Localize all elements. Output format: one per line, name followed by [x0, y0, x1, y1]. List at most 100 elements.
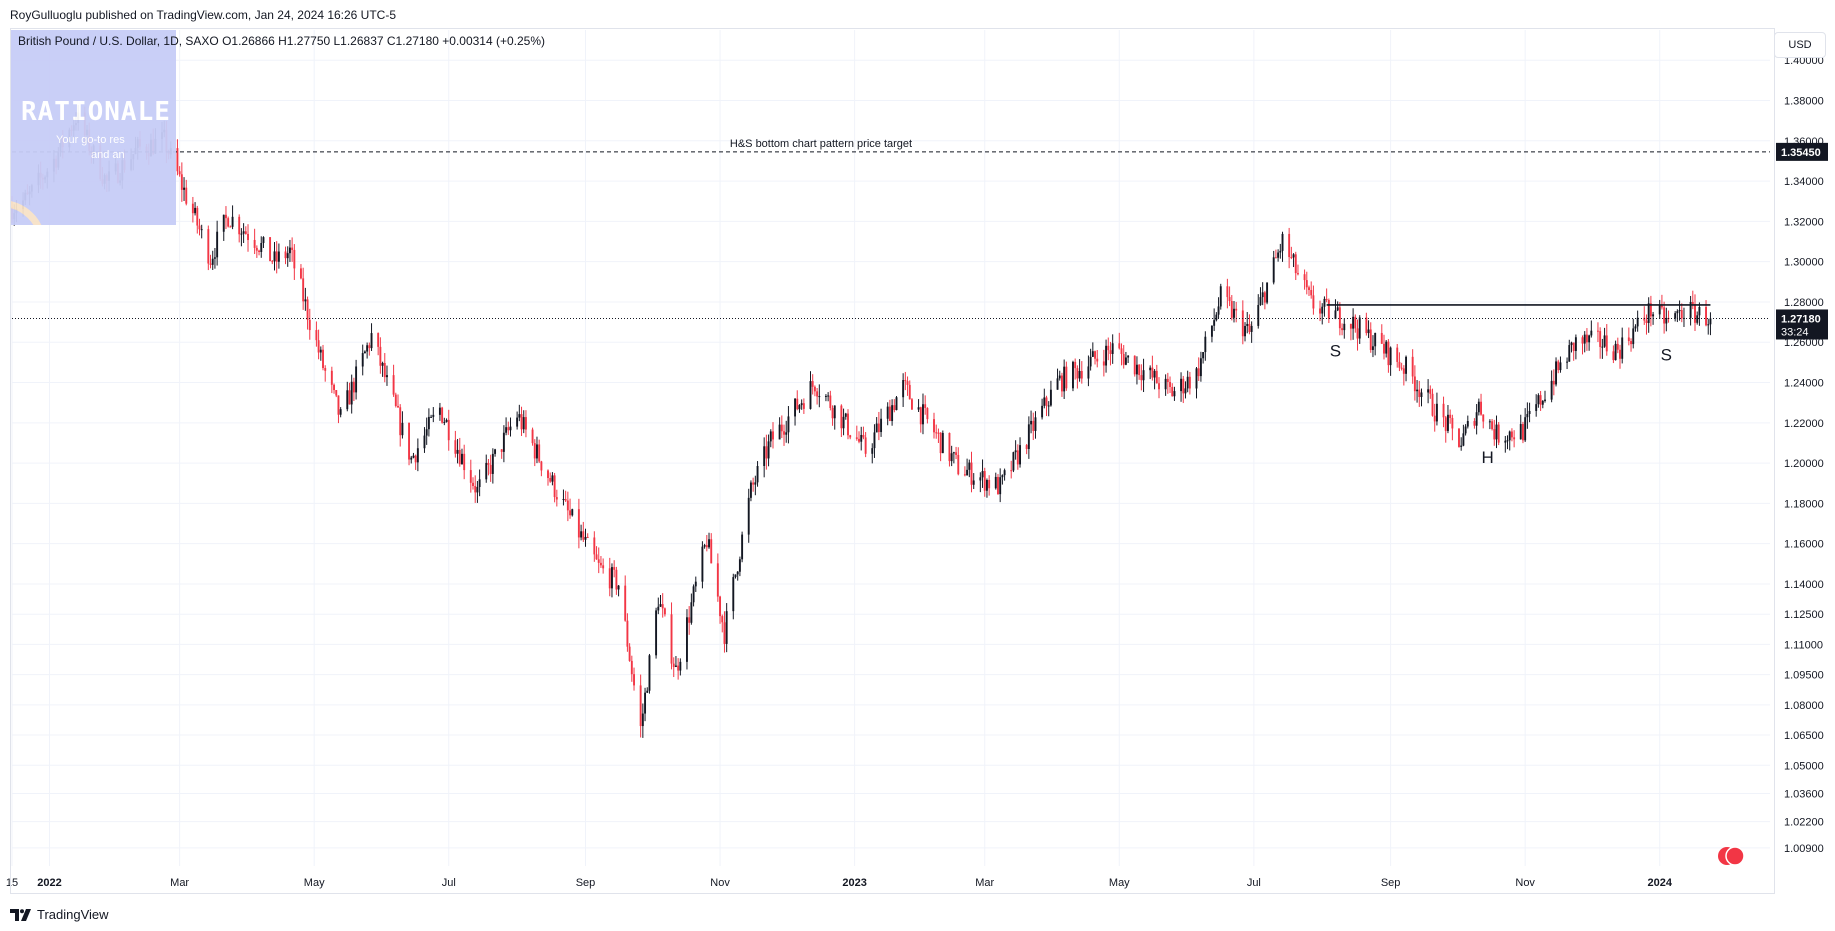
annotations: H&S bottom chart pattern price target S H S: [12, 138, 1770, 866]
candle-body: [950, 453, 953, 462]
candle: [355, 359, 358, 400]
candle: [478, 469, 481, 497]
time-tick-label: 2022: [37, 877, 61, 889]
candle-body: [185, 187, 188, 204]
candle: [1572, 342, 1575, 361]
candle-body: [1451, 417, 1454, 429]
candle: [1094, 350, 1096, 365]
candle: [677, 658, 680, 680]
candle: [1636, 310, 1639, 332]
candle-body: [1689, 301, 1692, 318]
candle-body: [238, 216, 241, 235]
candle: [813, 385, 816, 397]
candle: [1003, 468, 1006, 481]
candle-body: [1616, 343, 1619, 350]
candle-body: [1030, 420, 1033, 425]
candle-body: [1056, 378, 1059, 390]
candle-body: [847, 413, 849, 436]
candle: [253, 228, 256, 255]
candle-body: [476, 487, 479, 493]
candle: [966, 458, 969, 476]
candle: [1032, 412, 1035, 441]
price-tick-label: 1.20000: [1784, 458, 1824, 470]
candle-body: [864, 437, 867, 454]
candle: [780, 415, 783, 439]
candle: [1389, 346, 1392, 376]
candle: [1504, 435, 1507, 453]
price-axis[interactable]: 1.400001.380001.360001.340001.320001.300…: [1776, 55, 1828, 855]
candle-body: [749, 482, 752, 498]
candle-body: [1065, 366, 1068, 389]
candle: [211, 250, 214, 271]
candle: [855, 425, 858, 441]
candle-body: [1336, 307, 1339, 311]
candle-body: [871, 448, 874, 454]
candle-body: [655, 610, 658, 656]
candle: [1574, 334, 1577, 360]
last-price-tag-label: 1.27180: [1781, 313, 1821, 325]
candle: [1599, 327, 1602, 359]
price-tick-label: 1.18000: [1784, 498, 1824, 510]
candle: [441, 406, 444, 424]
candle: [778, 417, 781, 440]
candle: [1601, 338, 1604, 359]
candle: [196, 205, 199, 234]
candle-body: [705, 545, 708, 548]
candle: [1142, 358, 1145, 393]
candle-body: [1076, 368, 1079, 379]
candle: [1259, 287, 1262, 306]
candle-body: [818, 396, 821, 398]
candle: [271, 260, 274, 265]
candle: [1678, 300, 1681, 321]
candle-body: [1630, 341, 1632, 345]
candle: [580, 524, 583, 541]
candle-body: [194, 207, 197, 214]
candle: [1585, 328, 1588, 351]
candle-body: [1151, 367, 1154, 378]
candle-body: [800, 403, 803, 406]
candle: [1396, 343, 1399, 368]
candle: [1076, 365, 1079, 389]
currency-button[interactable]: USD: [1774, 32, 1826, 58]
candle: [1466, 415, 1469, 429]
candle-body: [827, 395, 830, 397]
candle: [319, 346, 322, 361]
candle: [242, 223, 245, 243]
candle: [1045, 395, 1048, 417]
candle-body: [478, 479, 481, 488]
candle-body: [1396, 347, 1399, 362]
time-tick-label: Mar: [975, 877, 994, 889]
candle: [1566, 357, 1569, 370]
candle-body: [1171, 386, 1174, 397]
last-price-tag: [1776, 309, 1828, 340]
candle: [397, 394, 399, 408]
candle-body: [811, 381, 814, 387]
candle: [432, 407, 435, 423]
candle-body: [855, 437, 858, 439]
candle-body: [738, 559, 741, 572]
candle-body: [502, 432, 505, 452]
candle-body: [1367, 329, 1370, 334]
candle: [1521, 421, 1524, 444]
time-axis[interactable]: 15 2022 Mar May Jul Sep Nov 2023 Mar May Jul Sep Nov…: [6, 877, 1673, 889]
candle: [461, 448, 463, 465]
candle: [738, 556, 741, 577]
candle-body: [1019, 445, 1021, 465]
candle-body: [456, 449, 459, 454]
candle: [275, 241, 278, 274]
candle: [443, 417, 446, 426]
candle-body: [1495, 424, 1498, 440]
candle: [1374, 332, 1377, 356]
candle: [1034, 411, 1037, 439]
candle-body: [472, 482, 474, 486]
tradingview-brand[interactable]: TradingView: [10, 907, 109, 922]
candle-body: [1550, 380, 1553, 400]
candle-body: [1369, 329, 1372, 350]
candle: [1663, 301, 1666, 334]
candle: [624, 575, 627, 622]
candle: [963, 466, 966, 477]
candle-body: [1124, 357, 1127, 365]
candle: [1449, 409, 1452, 424]
candle-body: [1705, 306, 1707, 326]
